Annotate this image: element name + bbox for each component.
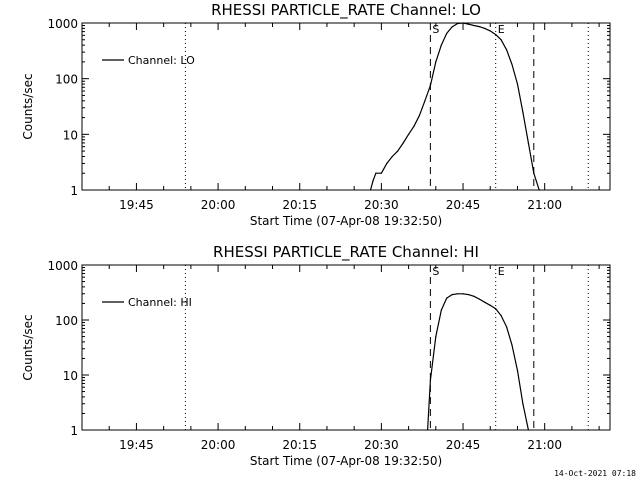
data-point — [427, 429, 429, 431]
data-point — [533, 172, 535, 174]
data-point — [446, 32, 448, 35]
data-point — [429, 379, 431, 381]
data-point — [456, 22, 459, 25]
data-point — [484, 27, 486, 29]
data-point — [527, 142, 529, 144]
data-point — [484, 301, 486, 303]
x-tick-label: 20:00 — [201, 438, 236, 452]
data-point — [467, 23, 470, 25]
data-point — [511, 344, 513, 346]
x-tick-label: 20:00 — [201, 198, 236, 212]
data-point — [505, 326, 508, 328]
y-tick-label: 1 — [70, 424, 78, 438]
data-point — [391, 155, 393, 158]
y-tick-label: 10 — [63, 128, 78, 142]
data-point — [505, 49, 508, 51]
data-point — [451, 26, 453, 28]
data-point — [413, 125, 415, 127]
data-point — [397, 150, 399, 152]
data-point — [478, 26, 480, 28]
panel-hi: RHESSI PARTICLE_RATE Channel: HI Counts/s… — [21, 243, 611, 468]
data-point — [522, 111, 524, 113]
data-point — [473, 295, 475, 297]
plot-frame — [81, 22, 611, 191]
data-point — [369, 189, 372, 191]
data-point — [407, 133, 410, 135]
data-point — [435, 335, 437, 338]
x-axis-label: Start Time (07-Apr-08 19:32:50) — [250, 214, 442, 228]
data-point — [435, 61, 437, 63]
data-point — [456, 293, 459, 295]
marker-label-s: S — [432, 23, 439, 36]
data-point — [516, 370, 519, 372]
marker-label-s: S — [432, 265, 439, 278]
data-point — [451, 293, 453, 296]
marker-label-e: E — [498, 265, 505, 278]
data-point — [380, 172, 382, 174]
x-tick-label: 20:45 — [446, 198, 481, 212]
data-point — [516, 83, 519, 85]
data-point — [500, 315, 502, 317]
legend-label: Channel: HI — [128, 296, 192, 309]
y-tick-label: 1000 — [47, 259, 78, 273]
data-point — [500, 39, 502, 41]
data-point — [375, 172, 377, 174]
x-tick-label: 20:15 — [282, 438, 317, 452]
marker-label-e: E — [498, 23, 505, 36]
data-point — [462, 22, 464, 24]
chart-title: RHESSI PARTICLE_RATE Channel: LO — [211, 1, 481, 20]
data-point — [467, 293, 470, 296]
panel-lo: RHESSI PARTICLE_RATE Channel: LO Counts/s… — [21, 1, 611, 228]
data-point — [372, 179, 374, 181]
data-point — [446, 297, 448, 299]
legend-label: Channel: LO — [128, 54, 195, 67]
plot-frame — [81, 264, 611, 431]
y-tick-label: 1000 — [47, 17, 78, 31]
data-point — [527, 429, 529, 431]
x-tick-label: 19:45 — [119, 198, 154, 212]
x-tick-label: 20:30 — [364, 198, 399, 212]
x-tick-label: 20:30 — [364, 438, 399, 452]
data-point — [462, 293, 464, 295]
data-point — [511, 63, 513, 66]
x-tick-label: 20:15 — [282, 198, 317, 212]
x-tick-label: 21:00 — [527, 198, 562, 212]
y-tick-label: 1 — [70, 184, 78, 198]
x-tick-label: 19:45 — [119, 438, 154, 452]
chart-title: RHESSI PARTICLE_RATE Channel: HI — [213, 243, 479, 262]
x-tick-label: 20:45 — [446, 438, 481, 452]
data-point — [418, 114, 421, 116]
data-point — [538, 189, 540, 191]
data-point — [440, 44, 442, 46]
data-point — [429, 85, 431, 87]
data-point — [522, 403, 524, 405]
y-axis-label: Counts/sec — [21, 314, 35, 380]
data-point — [489, 304, 491, 306]
y-tick-label: 100 — [55, 314, 78, 328]
timestamp-label: 14-Oct-2021 07:18 — [554, 469, 636, 478]
y-axis-label: Counts/sec — [21, 73, 35, 139]
data-point — [424, 100, 426, 102]
data-point — [495, 33, 497, 36]
data-point — [402, 142, 404, 144]
series-line — [427, 293, 529, 431]
data-point — [386, 162, 388, 165]
x-tick-label: 21:00 — [527, 438, 562, 452]
data-point — [440, 309, 442, 311]
y-tick-label: 100 — [55, 73, 78, 87]
data-point — [478, 298, 480, 300]
data-point — [489, 30, 491, 32]
data-point — [473, 24, 475, 27]
x-axis-label: Start Time (07-Apr-08 19:32:50) — [250, 454, 442, 468]
data-point — [495, 308, 497, 310]
y-tick-label: 10 — [63, 369, 78, 383]
